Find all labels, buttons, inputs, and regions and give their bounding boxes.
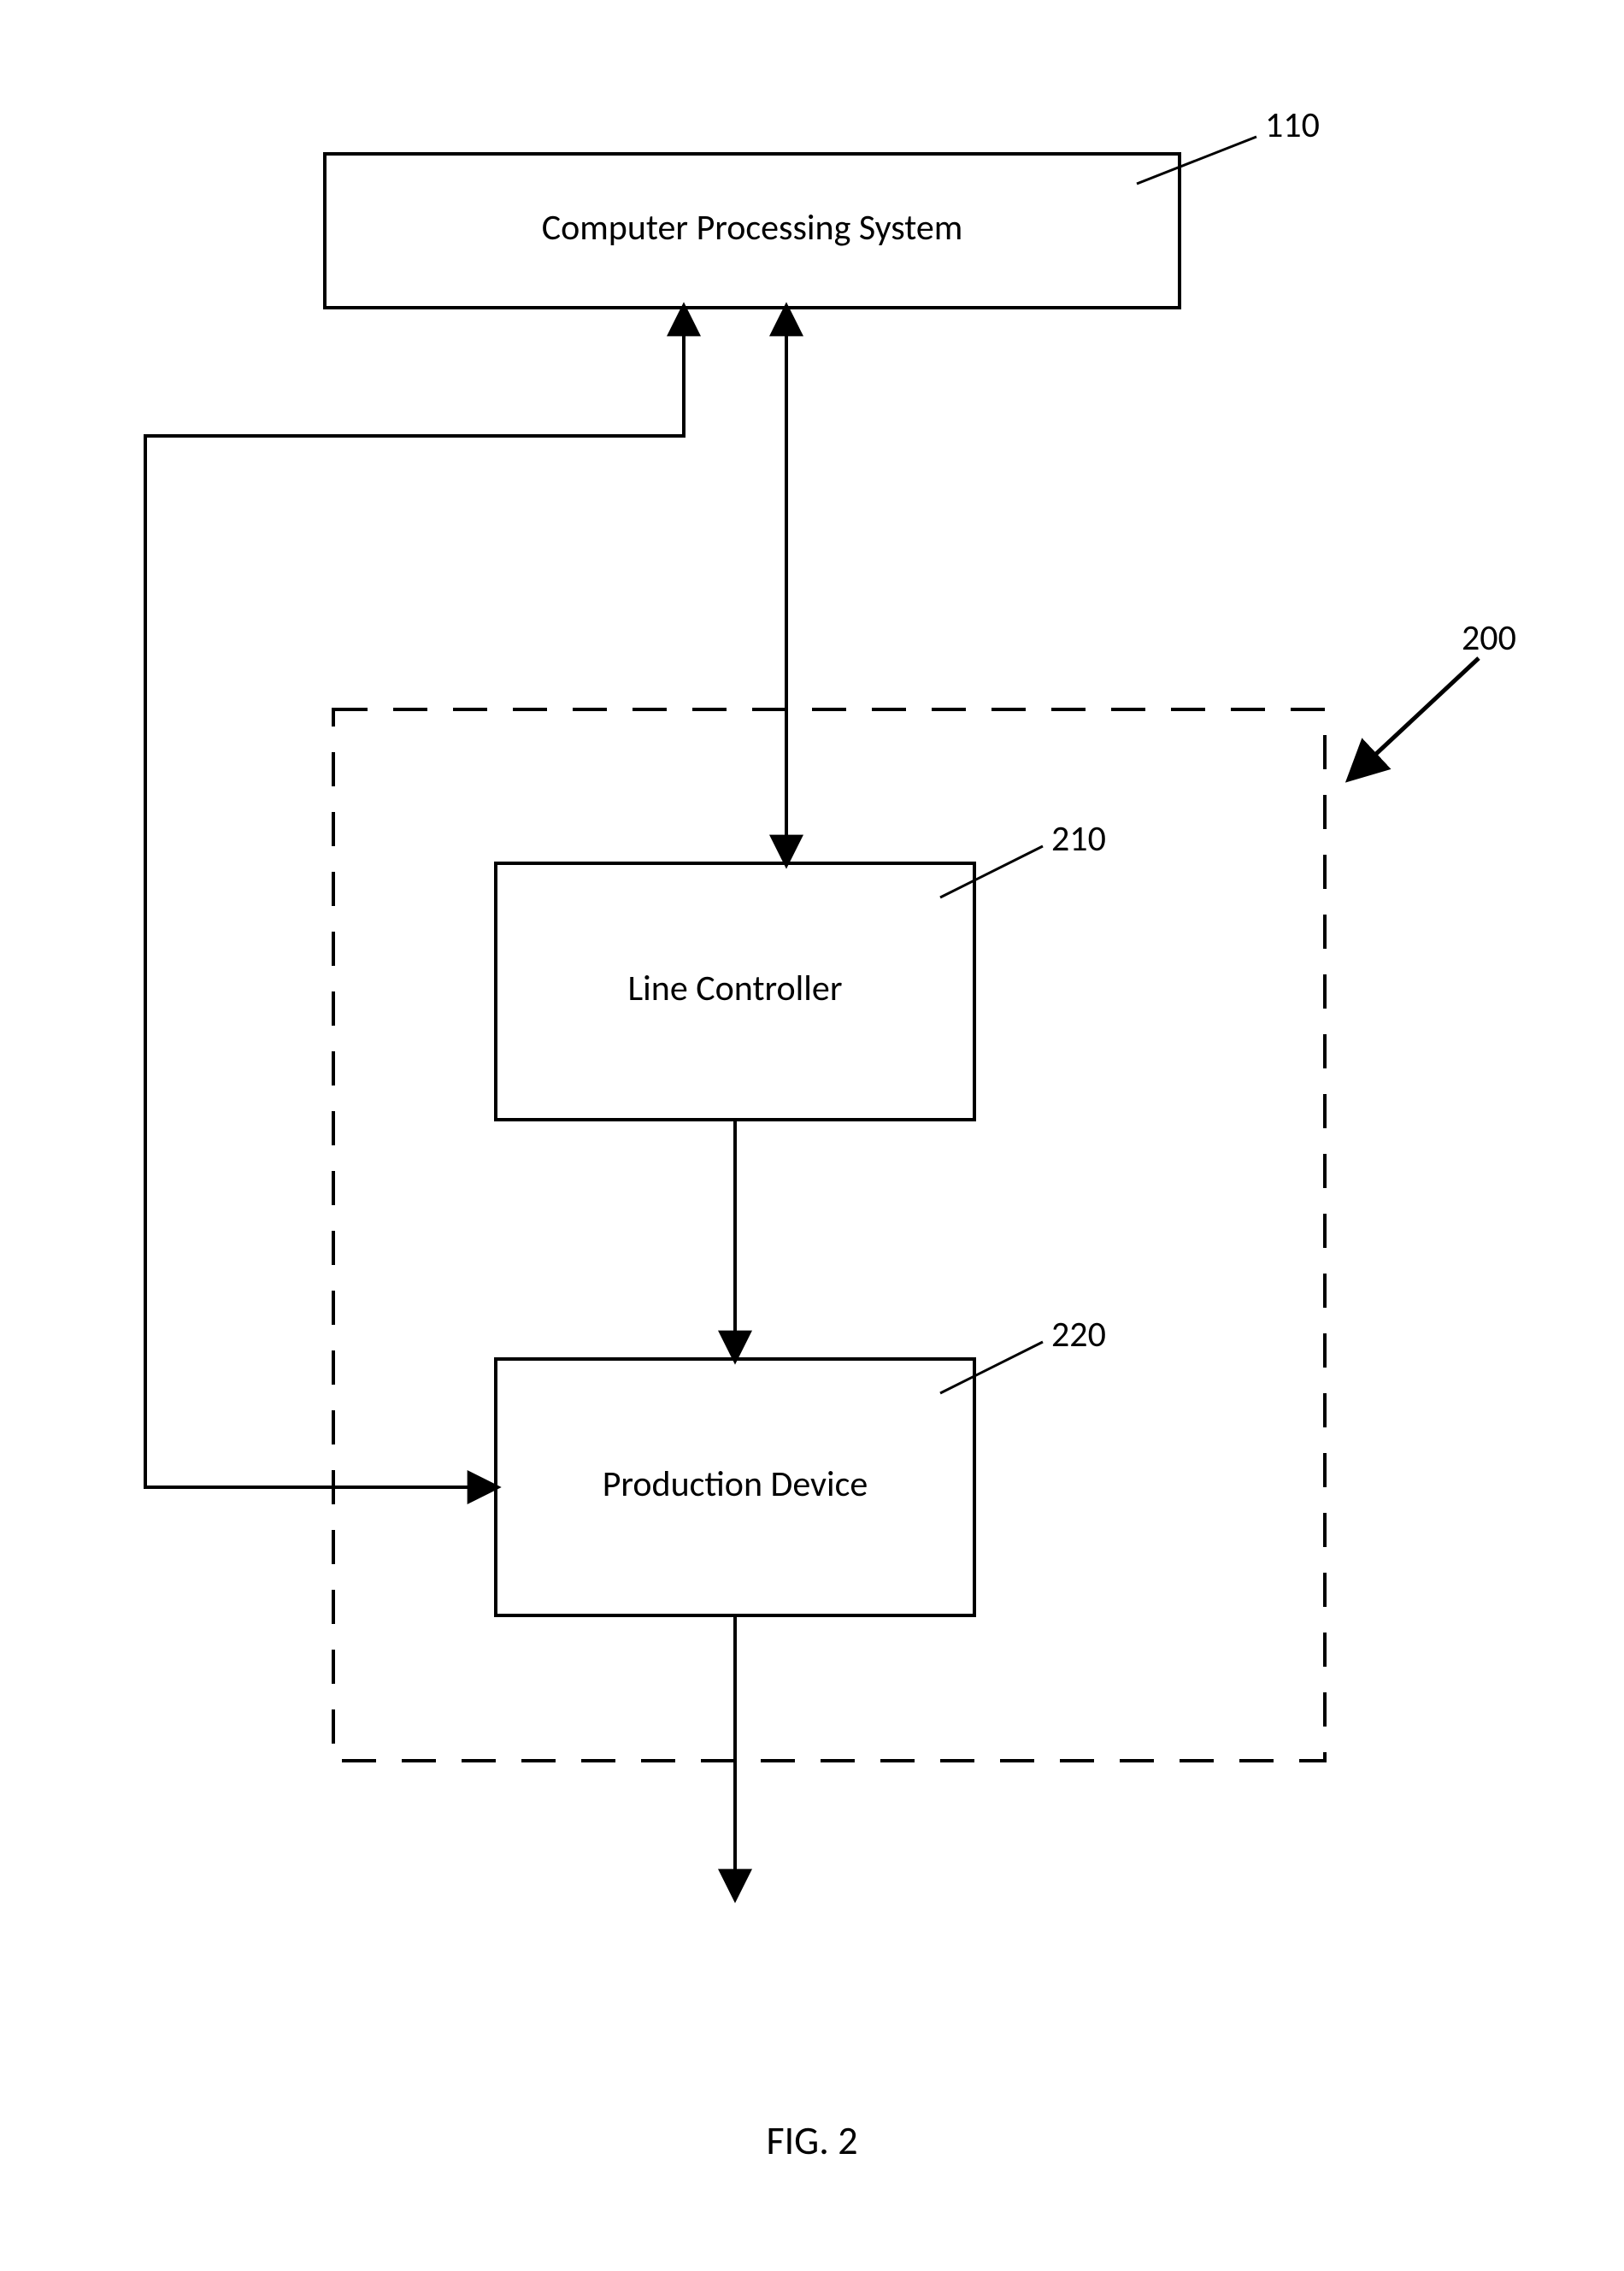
cps-ref: 110: [1265, 103, 1320, 147]
production_device-ref: 220: [1051, 1313, 1106, 1356]
line_controller-ref: 210: [1051, 817, 1106, 861]
figure-caption: FIG. 2: [766, 2117, 857, 2165]
cps-label: Computer Processing System: [542, 206, 963, 250]
ref-leader-200: [1350, 658, 1479, 778]
figure-diagram: 200 Computer Processing System 110 Line Con…: [0, 0, 1624, 2271]
ref-200: 200: [1462, 616, 1516, 660]
line_controller-label: Line Controller: [628, 967, 843, 1010]
production_device-label: Production Device: [603, 1462, 868, 1506]
